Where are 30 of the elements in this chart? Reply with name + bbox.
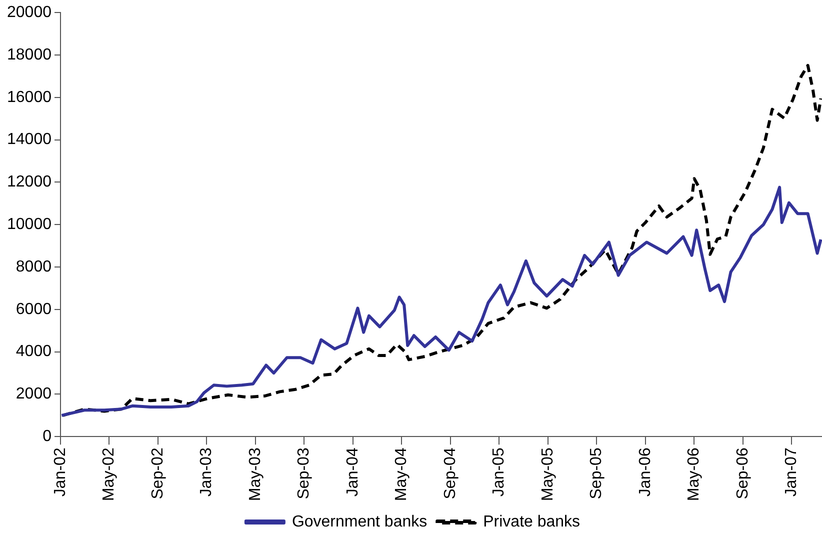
x-tick-label: Jan-04	[344, 448, 362, 497]
y-tick-label: 20000	[6, 4, 52, 22]
line-series	[61, 64, 822, 417]
x-tick-label: May-04	[393, 448, 410, 502]
legend-label: Private banks	[483, 513, 580, 530]
x-tick-label: Jan-02	[52, 448, 69, 497]
x-tick-label: Jan-05	[490, 448, 508, 497]
y-tick-label: 0	[42, 428, 52, 446]
x-tick-label: Jan-07	[783, 448, 800, 497]
x-tick-label: Sep-03	[296, 448, 313, 500]
x-tick-label: May-02	[100, 448, 118, 502]
y-tick-label: 4000	[16, 343, 52, 360]
y-tick-label: 6000	[16, 300, 52, 318]
legend-label: Government banks	[292, 513, 428, 530]
x-tick-label: Sep-02	[149, 448, 166, 500]
y-tick-label: 2000	[16, 386, 52, 403]
x-tick-label: May-06	[686, 448, 703, 502]
y-tick-label: 16000	[6, 88, 52, 106]
y-tick-label: 10000	[6, 216, 52, 234]
x-tick-label: Sep-06	[734, 448, 752, 500]
x-tick-label: May-03	[246, 448, 264, 502]
x-tick-label: Jan-06	[636, 448, 654, 497]
y-tick-label: 18000	[6, 46, 52, 64]
y-tick-label: 8000	[16, 258, 52, 276]
x-tick-label: Sep-05	[588, 448, 606, 500]
x-tick-label: Sep-04	[442, 448, 459, 500]
x-tick-label: May-05	[539, 448, 556, 502]
y-tick-label: 14000	[6, 131, 52, 148]
y-tick-label: 12000	[6, 174, 52, 191]
x-tick-label: Jan-03	[198, 448, 216, 497]
